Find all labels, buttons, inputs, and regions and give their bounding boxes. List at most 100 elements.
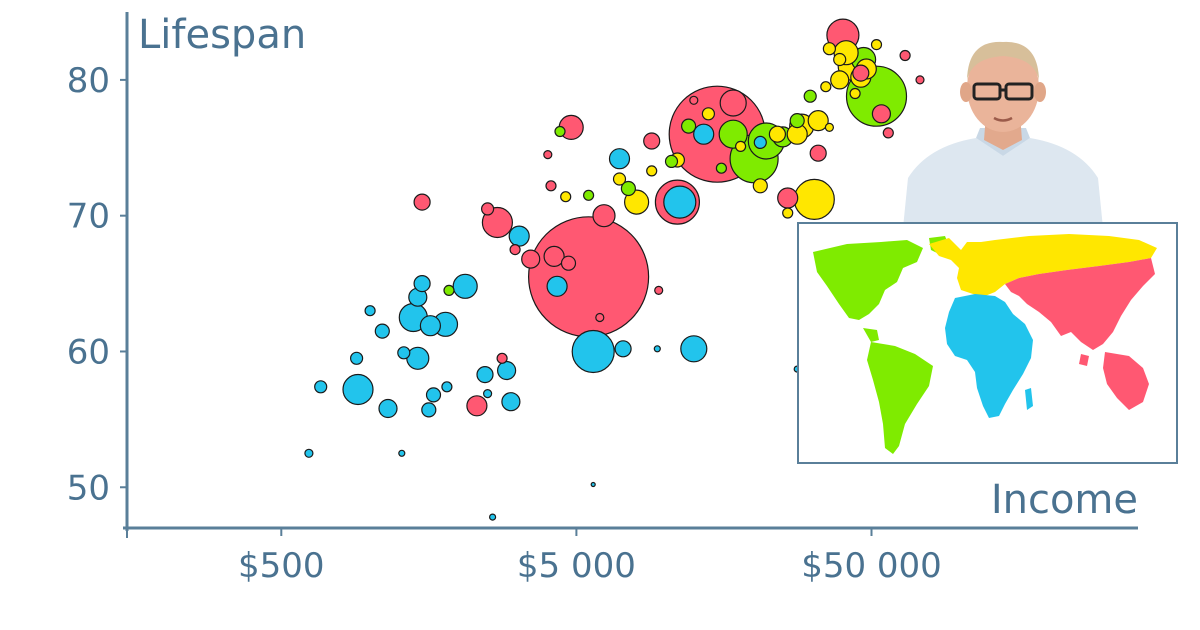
bubble-americas <box>789 112 805 129</box>
bubble-asia <box>481 202 495 216</box>
bubble-europe <box>820 81 832 93</box>
bubble-asia <box>560 255 577 271</box>
bubble-europe <box>623 189 650 215</box>
bubble-africa <box>571 329 615 374</box>
world-map <box>813 234 1157 454</box>
bubble-africa <box>342 373 374 406</box>
bubble-europe <box>793 178 835 220</box>
bubble-asia <box>543 245 565 267</box>
bubble-americas <box>582 189 595 201</box>
bubble-asia <box>595 312 605 323</box>
bubble-asia <box>413 193 431 211</box>
bubble-asia <box>882 127 894 139</box>
y-axis-title: Lifespan <box>138 12 306 58</box>
bubble-africa <box>413 275 431 293</box>
bubble-asia <box>509 244 521 256</box>
bubble-americas <box>620 180 637 197</box>
bubble-africa <box>476 366 494 384</box>
bubble-europe <box>646 165 658 177</box>
bubble-europe <box>822 42 837 56</box>
bubble-africa <box>452 273 478 299</box>
bubble-africa <box>398 449 406 457</box>
bubble-layer <box>304 18 925 521</box>
x-tick-label: $500 <box>238 546 325 586</box>
bubble-africa <box>663 185 697 219</box>
bubble-europe <box>824 122 835 133</box>
bubble-asia <box>496 352 508 364</box>
y-tick-label: 80 <box>67 61 110 101</box>
map-americas <box>813 236 949 454</box>
axis-ticks: 50 60 70 80 $500 $5 000 $50 000 <box>67 61 942 586</box>
presenter-photo <box>898 28 1108 228</box>
bubble-europe <box>849 87 861 100</box>
bubble-europe <box>701 107 716 121</box>
bubble-africa <box>489 513 497 521</box>
bubble-asia <box>592 204 616 228</box>
bubble-asia <box>871 104 892 124</box>
bubble-africa <box>425 387 442 403</box>
bubble-africa <box>693 123 715 145</box>
bubble-europe <box>734 140 747 152</box>
bubble-africa <box>680 335 708 363</box>
bubble-europe <box>560 191 572 203</box>
bubble-asia <box>654 285 664 295</box>
bubble-europe <box>752 178 768 194</box>
bubble-europe <box>830 70 850 90</box>
bubble-asia <box>719 89 747 117</box>
bubble-africa <box>508 225 530 247</box>
bubble-africa <box>501 392 521 412</box>
map-asia <box>1005 258 1155 410</box>
bubble-africa <box>419 315 441 337</box>
presenter-illustration <box>903 41 1103 228</box>
bubble-asia <box>466 395 488 417</box>
bubble-africa <box>753 135 767 149</box>
bubble-europe <box>612 172 627 186</box>
bubble-africa <box>590 481 596 488</box>
y-tick-label: 50 <box>67 468 110 508</box>
bubble-asia <box>915 75 925 85</box>
map-africa <box>945 294 1033 418</box>
bubble-asia <box>899 49 911 62</box>
y-tick-label: 60 <box>67 332 110 372</box>
bubble-europe <box>870 38 883 51</box>
bubble-africa <box>374 323 390 339</box>
bubble-asia <box>545 180 557 192</box>
bubble-africa <box>314 380 328 394</box>
bubble-africa <box>546 275 568 297</box>
bubble-americas <box>680 118 697 134</box>
x-tick-label: $50 000 <box>801 546 942 586</box>
bubble-africa <box>304 448 314 458</box>
bubble-africa <box>397 346 411 360</box>
bubble-asia <box>809 144 827 162</box>
bubble-europe <box>782 207 794 219</box>
bubble-americas <box>443 284 455 296</box>
bubble-asia <box>777 187 799 209</box>
bubble-europe <box>768 125 787 143</box>
bubble-asia <box>543 150 553 160</box>
bubble-africa <box>497 360 517 381</box>
bubble-americas <box>664 154 679 168</box>
bubble-africa <box>378 398 398 419</box>
bubble-africa <box>421 402 437 418</box>
x-axis-title: Income <box>991 477 1138 523</box>
bubble-africa <box>614 340 632 358</box>
bubble-asia <box>643 132 661 150</box>
bubble-asia <box>689 95 699 105</box>
bubble-africa <box>441 381 453 393</box>
bubble-americas <box>803 89 817 103</box>
x-tick-label: $5 000 <box>517 546 636 586</box>
bubble-europe <box>833 52 847 67</box>
world-map-legend <box>797 222 1178 464</box>
bubble-africa <box>483 389 493 399</box>
bubble-americas <box>554 125 566 138</box>
bubble-asia <box>521 249 541 269</box>
map-europe <box>929 234 1157 296</box>
bubble-americas <box>715 162 728 174</box>
y-tick-label: 70 <box>67 197 110 237</box>
bubble-europe <box>807 109 829 132</box>
bubble-africa <box>653 345 661 353</box>
bubble-asia <box>852 64 870 82</box>
bubble-africa <box>608 148 631 170</box>
